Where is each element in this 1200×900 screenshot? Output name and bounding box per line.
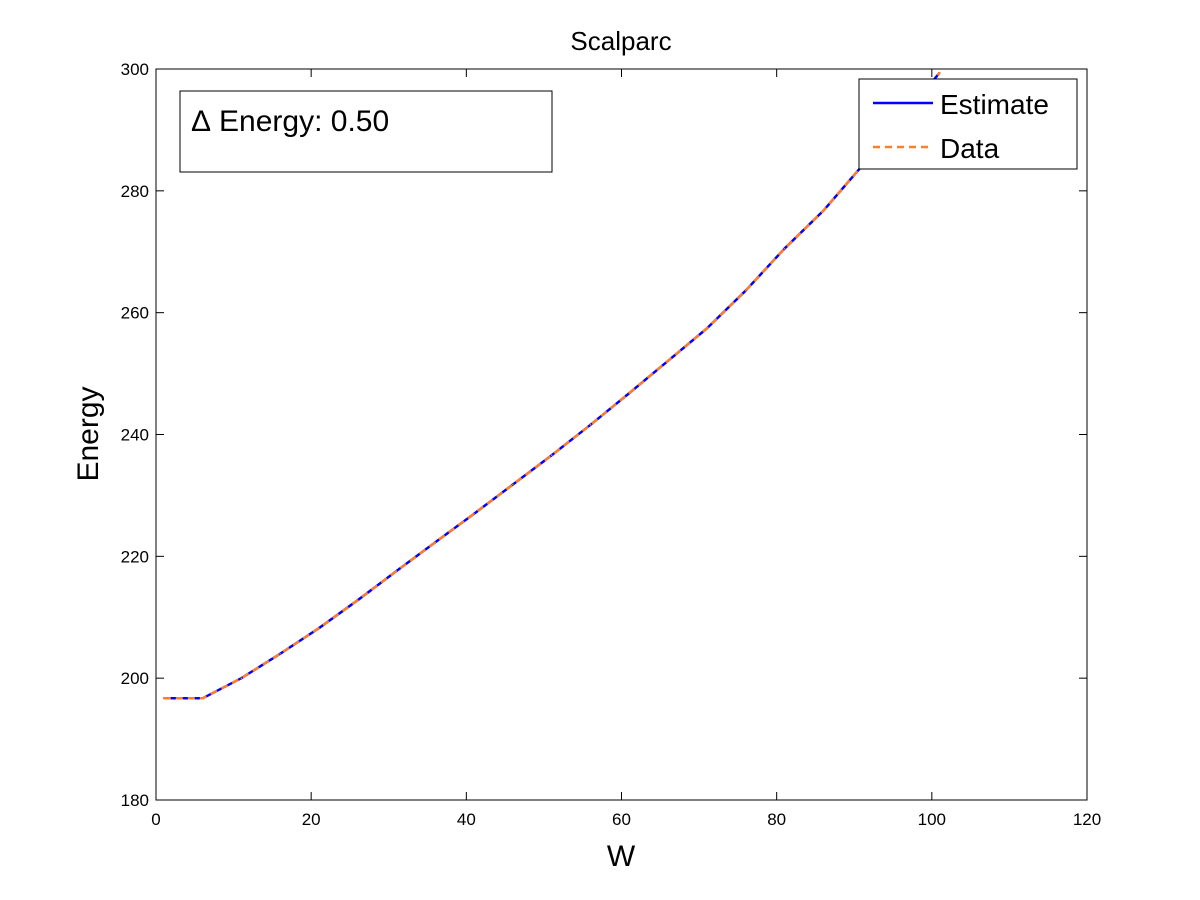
data-point-data bbox=[241, 677, 243, 679]
x-tick-label: 0 bbox=[151, 810, 160, 829]
legend-label-estimate: Estimate bbox=[940, 89, 1049, 120]
data-point-data bbox=[745, 290, 747, 292]
legend-label-data: Data bbox=[940, 133, 1000, 164]
y-tick-label: 220 bbox=[121, 547, 149, 566]
legend: Estimate Data bbox=[859, 79, 1077, 169]
delta-symbol: Δ bbox=[191, 105, 211, 138]
data-point-data bbox=[163, 698, 165, 700]
x-tick-label: 60 bbox=[612, 810, 631, 829]
data-point-data bbox=[357, 599, 359, 601]
data-point-data bbox=[435, 542, 437, 544]
x-tick-label: 20 bbox=[302, 810, 321, 829]
data-point-data bbox=[396, 570, 398, 572]
data-point-data bbox=[551, 454, 553, 456]
annotation-value: Energy: 0.50 bbox=[219, 105, 389, 138]
data-point-data bbox=[473, 513, 475, 515]
y-tick-label: 260 bbox=[121, 304, 149, 323]
y-tick-label: 180 bbox=[121, 791, 149, 810]
annotation-box: Δ Energy: 0.50 bbox=[180, 91, 552, 172]
data-point-data bbox=[629, 392, 631, 394]
y-tick-label: 200 bbox=[121, 669, 149, 688]
data-point-data bbox=[279, 653, 281, 655]
x-tick-label: 40 bbox=[457, 810, 476, 829]
data-point-data bbox=[202, 698, 204, 700]
data-point-data bbox=[318, 627, 320, 629]
x-tick-label: 100 bbox=[918, 810, 946, 829]
x-axis-label: W bbox=[607, 840, 636, 873]
x-tick-label: 120 bbox=[1073, 810, 1101, 829]
data-point-data bbox=[667, 360, 669, 362]
annotation-text: Δ Energy: 0.50 bbox=[191, 105, 389, 138]
x-tick-label: 80 bbox=[767, 810, 786, 829]
y-tick-label: 280 bbox=[121, 182, 149, 201]
data-point-data bbox=[512, 484, 514, 486]
plot-area bbox=[156, 69, 1087, 800]
chart-title: Scalparc bbox=[570, 26, 671, 56]
data-point-data bbox=[590, 424, 592, 426]
y-tick-label: 240 bbox=[121, 426, 149, 445]
data-point-data bbox=[784, 248, 786, 250]
data-point-data bbox=[822, 210, 824, 212]
data-point-data bbox=[939, 72, 941, 74]
y-tick-label: 300 bbox=[121, 60, 149, 79]
data-point-data bbox=[706, 328, 708, 330]
y-axis-label: Energy bbox=[72, 386, 105, 481]
